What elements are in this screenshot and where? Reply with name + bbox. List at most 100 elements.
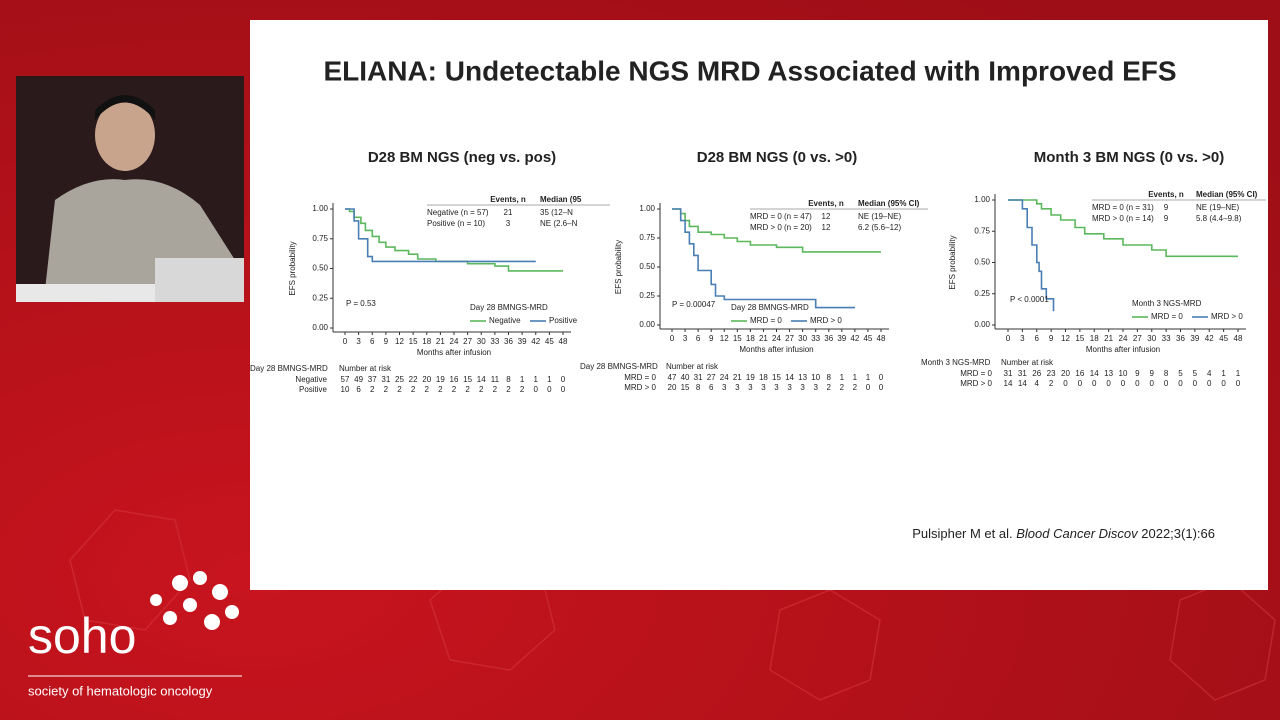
x-tick-label: 9: [709, 334, 714, 343]
risk-count: 8: [827, 373, 832, 382]
risk-count: 2: [506, 385, 511, 394]
risk-count: 2: [493, 385, 498, 394]
risk-count: 27: [707, 373, 716, 382]
risk-count: 19: [746, 373, 755, 382]
x-tick-label: 27: [463, 337, 472, 346]
x-tick-label: 6: [370, 337, 375, 346]
y-tick-label: 0.00: [974, 320, 990, 329]
legend-label: Positive: [549, 316, 578, 325]
x-tick-label: 21: [759, 334, 768, 343]
risk-count: 8: [1164, 369, 1169, 378]
legend-label: MRD > 0: [810, 316, 842, 325]
events-header: Median (95% CI): [1196, 190, 1258, 199]
risk-count: 14: [1004, 379, 1013, 388]
x-tick-label: 15: [1075, 334, 1084, 343]
x-tick-label: 30: [477, 337, 486, 346]
x-tick-label: 15: [409, 337, 418, 346]
risk-count: 31: [1018, 369, 1027, 378]
x-tick-label: 12: [395, 337, 404, 346]
risk-count: 3: [787, 383, 792, 392]
risk-count: 13: [798, 373, 807, 382]
x-tick-label: 33: [490, 337, 499, 346]
risk-count: 31: [1004, 369, 1013, 378]
x-tick-label: 30: [798, 334, 807, 343]
risk-count: 1: [840, 373, 845, 382]
legend-label: Negative: [489, 316, 521, 325]
risk-count: 3: [774, 383, 779, 392]
slide: [250, 20, 1268, 590]
y-tick-label: 1.00: [974, 195, 990, 204]
x-tick-label: 42: [850, 334, 859, 343]
km-curve: [1008, 199, 1238, 258]
x-axis-label: Months after infusion: [417, 348, 491, 357]
risk-row-label: MRD > 0: [960, 379, 992, 388]
x-tick-label: 18: [1090, 334, 1099, 343]
events-cell: 9: [1164, 203, 1169, 212]
risk-row-label: MRD > 0: [624, 383, 656, 392]
km-curve: [345, 208, 563, 272]
risk-count: 10: [341, 385, 350, 394]
risk-count: 1: [866, 373, 871, 382]
events-header: Median (95% CI): [858, 199, 920, 208]
speaker: [16, 76, 244, 302]
risk-count: 15: [463, 375, 472, 384]
x-tick-label: 33: [1162, 334, 1171, 343]
events-header: Events, n: [1148, 190, 1184, 199]
risk-count: 1: [520, 375, 525, 384]
events-cell: NE (19–NE): [1196, 203, 1239, 212]
y-axis-label: EFS probability: [288, 241, 297, 295]
risk-row-label: MRD = 0: [960, 369, 992, 378]
citation-ref: 2022;3(1):66: [1141, 526, 1215, 541]
logo-mark: [150, 571, 239, 630]
y-tick-label: 1.00: [312, 204, 328, 213]
risk-count: 3: [722, 383, 727, 392]
risk-count: 14: [1018, 379, 1027, 388]
x-tick-label: 27: [785, 334, 794, 343]
risk-count: 37: [368, 375, 377, 384]
events-cell: MRD = 0 (n = 31): [1092, 203, 1154, 212]
risk-count: 3: [735, 383, 740, 392]
events-cell: Negative (n = 57): [427, 208, 489, 217]
risk-count: 2: [853, 383, 858, 392]
km-curve: [672, 208, 881, 253]
x-tick-label: 12: [1061, 334, 1070, 343]
risk-count: 57: [341, 375, 350, 384]
x-tick-label: 48: [559, 337, 568, 346]
risk-count: 15: [681, 383, 690, 392]
risk-count: 13: [1104, 369, 1113, 378]
risk-count: 26: [1032, 369, 1041, 378]
risk-count: 0: [1164, 379, 1169, 388]
risk-count: 0: [1193, 379, 1198, 388]
risk-count: 2: [438, 385, 443, 394]
legend-title: Day 28 BMNGS-MRD: [731, 303, 809, 312]
risk-count: 0: [1178, 379, 1183, 388]
y-tick-label: 0.50: [639, 262, 655, 271]
chart-title: Month 3 BM NGS (0 vs. >0): [1034, 149, 1224, 166]
x-tick-label: 36: [824, 334, 833, 343]
risk-count: 1: [547, 375, 552, 384]
x-tick-label: 0: [670, 334, 675, 343]
risk-count: 2: [465, 385, 470, 394]
events-cell: 3: [506, 219, 511, 228]
x-tick-label: 12: [720, 334, 729, 343]
x-tick-label: 24: [450, 337, 459, 346]
risk-count: 20: [422, 375, 431, 384]
events-cell: MRD = 0 (n = 47): [750, 212, 812, 221]
y-axis-label: EFS probability: [948, 235, 957, 289]
x-tick-label: 9: [384, 337, 389, 346]
events-header: Median (95: [540, 195, 582, 204]
x-tick-label: 36: [504, 337, 513, 346]
risk-count: 4: [1035, 379, 1040, 388]
y-tick-label: 0.50: [974, 258, 990, 267]
risk-count: 14: [785, 373, 794, 382]
p-value: P < 0.0001: [1010, 295, 1049, 304]
risk-count: 5: [1178, 369, 1183, 378]
risk-count: 6: [709, 383, 714, 392]
events-cell: 9: [1164, 214, 1169, 223]
x-tick-label: 24: [772, 334, 781, 343]
risk-count: 3: [800, 383, 805, 392]
risk-count: 25: [395, 375, 404, 384]
risk-count: 5: [1193, 369, 1198, 378]
risk-count: 0: [1221, 379, 1226, 388]
